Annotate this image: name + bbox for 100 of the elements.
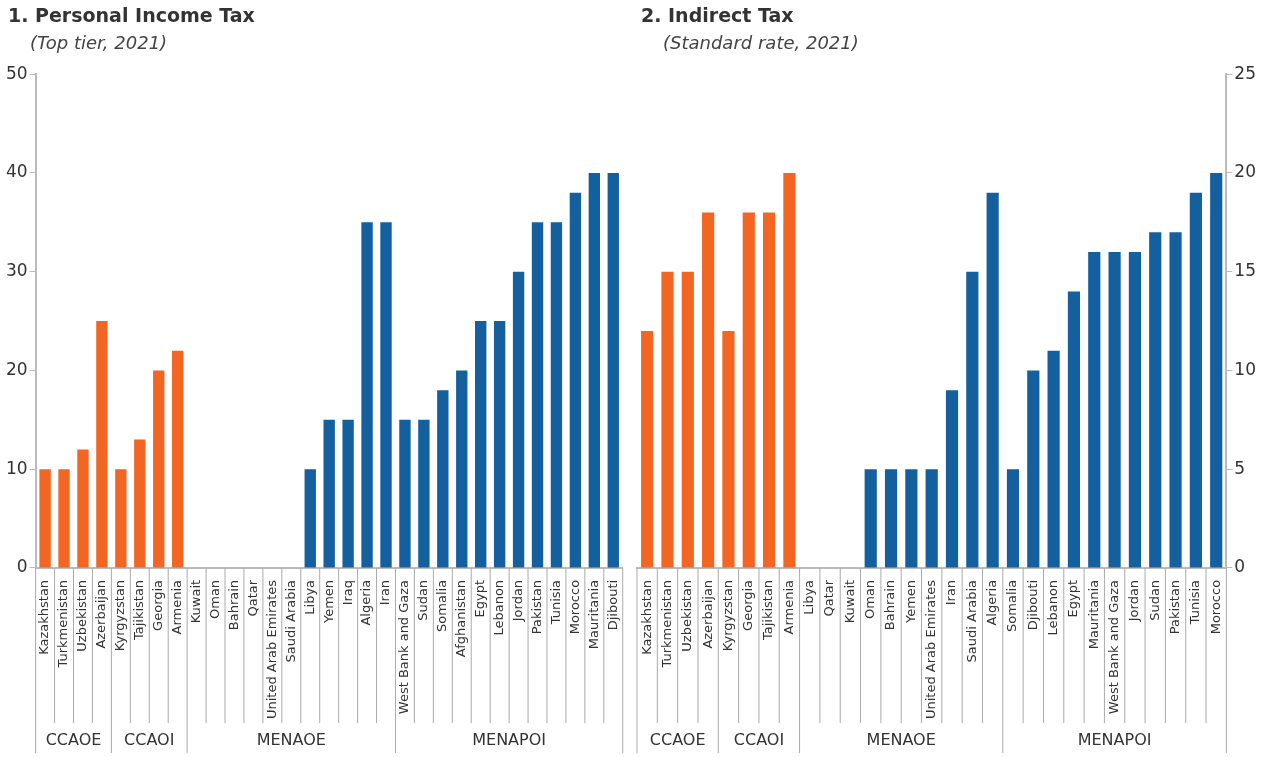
bar xyxy=(493,321,506,568)
x-tick-label: Algeria xyxy=(984,579,1000,626)
y-tick-label: 30 xyxy=(5,260,28,281)
bar xyxy=(304,469,316,568)
x-tick-label: Somalia xyxy=(434,579,450,632)
x-tick-label: Qatar xyxy=(821,579,837,617)
bar xyxy=(380,222,392,568)
x-tick-label: Azerbaijan xyxy=(93,579,109,649)
bar xyxy=(550,222,563,568)
bar xyxy=(945,390,959,568)
x-tick-label: Saudi Arabia xyxy=(282,579,298,663)
x-tick-label: Turkmenistan xyxy=(55,579,71,669)
y2-tick-label: 5 xyxy=(1234,457,1246,478)
x-tick-label: Qatar xyxy=(244,579,260,617)
x-tick-label: Bahrain xyxy=(225,579,241,631)
bar xyxy=(1006,469,1020,568)
bar xyxy=(456,370,468,568)
bar xyxy=(864,469,877,568)
x-tick-label: Armenia xyxy=(169,579,185,635)
bar xyxy=(1108,251,1121,568)
bar xyxy=(171,350,184,568)
bar xyxy=(512,271,525,568)
chart-subtitle: (Standard rate, 2021) xyxy=(663,32,859,53)
x-tick-label: Azerbaijan xyxy=(699,579,715,649)
x-tick-label: Uzbekistan xyxy=(679,579,695,652)
bar xyxy=(58,469,70,568)
bar xyxy=(342,419,354,568)
x-tick-label: Somalia xyxy=(1004,579,1020,632)
bar xyxy=(661,271,674,568)
x-tick-label: Mauritania xyxy=(1085,579,1101,650)
x-tick-label: Tajikistan xyxy=(131,579,147,642)
x-tick-label: United Arab Emirates xyxy=(923,579,939,720)
x-tick-label: Iraq xyxy=(339,579,355,606)
bar xyxy=(323,419,335,568)
x-tick-label: Djibouti xyxy=(604,579,620,631)
y2-tick-label: 0 xyxy=(1234,556,1246,577)
bar xyxy=(1047,350,1060,568)
y-tick-label: 0 xyxy=(16,556,28,577)
y2-tick-label: 10 xyxy=(1234,358,1257,379)
text: MENAPOI xyxy=(472,730,547,750)
bar xyxy=(1189,192,1202,568)
bar xyxy=(641,330,654,568)
bar xyxy=(531,222,544,568)
x-tick-label: Georgia xyxy=(150,579,166,631)
x-tick-label: Morocco xyxy=(1207,579,1223,635)
bar xyxy=(134,439,146,568)
x-tick-label: Bahrain xyxy=(882,579,898,631)
text: MENAOE xyxy=(256,730,326,750)
x-tick-label: Georgia xyxy=(740,579,756,631)
bar xyxy=(399,419,411,568)
y2-tick-label: 15 xyxy=(1234,260,1257,281)
bar xyxy=(884,469,898,568)
bar xyxy=(437,390,449,568)
chart-subtitle: (Top tier, 2021) xyxy=(30,32,168,53)
x-tick-label: Iran xyxy=(377,579,393,606)
bar xyxy=(986,192,999,568)
x-tick-label: Egypt xyxy=(472,579,488,618)
text: CCAOE xyxy=(45,730,102,750)
bar xyxy=(966,271,979,568)
x-tick-label: Kuwait xyxy=(841,579,857,624)
x-tick-label: United Arab Emirates xyxy=(263,579,279,720)
bar xyxy=(1169,232,1182,568)
x-tick-label: Algeria xyxy=(358,579,374,626)
bar xyxy=(1128,251,1142,568)
x-tick-label: Djibouti xyxy=(1024,579,1040,631)
y-tick-label: 20 xyxy=(5,358,28,379)
text: MENAOE xyxy=(866,730,936,750)
x-tick-label: Egypt xyxy=(1065,579,1081,618)
x-tick-label: Lebanon xyxy=(1045,579,1060,636)
bar xyxy=(39,469,51,568)
text: CCAOI xyxy=(733,730,785,750)
x-tick-label: Jordan xyxy=(1126,579,1142,623)
x-tick-label: Yemen xyxy=(320,579,336,625)
bar xyxy=(153,370,165,568)
x-tick-label: Sudan xyxy=(415,579,431,621)
bar xyxy=(1067,291,1081,568)
bar xyxy=(418,419,430,568)
x-tick-label: Kuwait xyxy=(187,579,203,624)
bar xyxy=(681,271,694,568)
bar xyxy=(588,172,601,568)
x-tick-label: Kazakhstan xyxy=(638,579,654,655)
bar xyxy=(361,222,373,568)
bar xyxy=(702,212,715,568)
y-tick-label: 10 xyxy=(5,457,28,478)
bar xyxy=(925,469,938,568)
text: CCAOE xyxy=(649,730,706,750)
chart-title: 1. Personal Income Tax xyxy=(8,4,255,26)
bar xyxy=(722,330,735,568)
x-tick-label: Mauritania xyxy=(585,579,601,650)
bar xyxy=(475,321,487,568)
x-tick-label: Pakistan xyxy=(528,579,544,635)
x-tick-label: Turkmenistan xyxy=(658,579,674,669)
x-tick-label: Kyrgyzstan xyxy=(719,579,735,652)
x-tick-label: Sudan xyxy=(1146,579,1162,621)
bar xyxy=(763,212,776,568)
x-tick-label: Pakistan xyxy=(1166,579,1182,635)
y-tick-label: 40 xyxy=(5,161,28,182)
x-tick-label: West Bank and Gaza xyxy=(1105,579,1121,715)
bar xyxy=(1027,370,1040,568)
x-tick-label: Lebanon xyxy=(491,579,507,636)
